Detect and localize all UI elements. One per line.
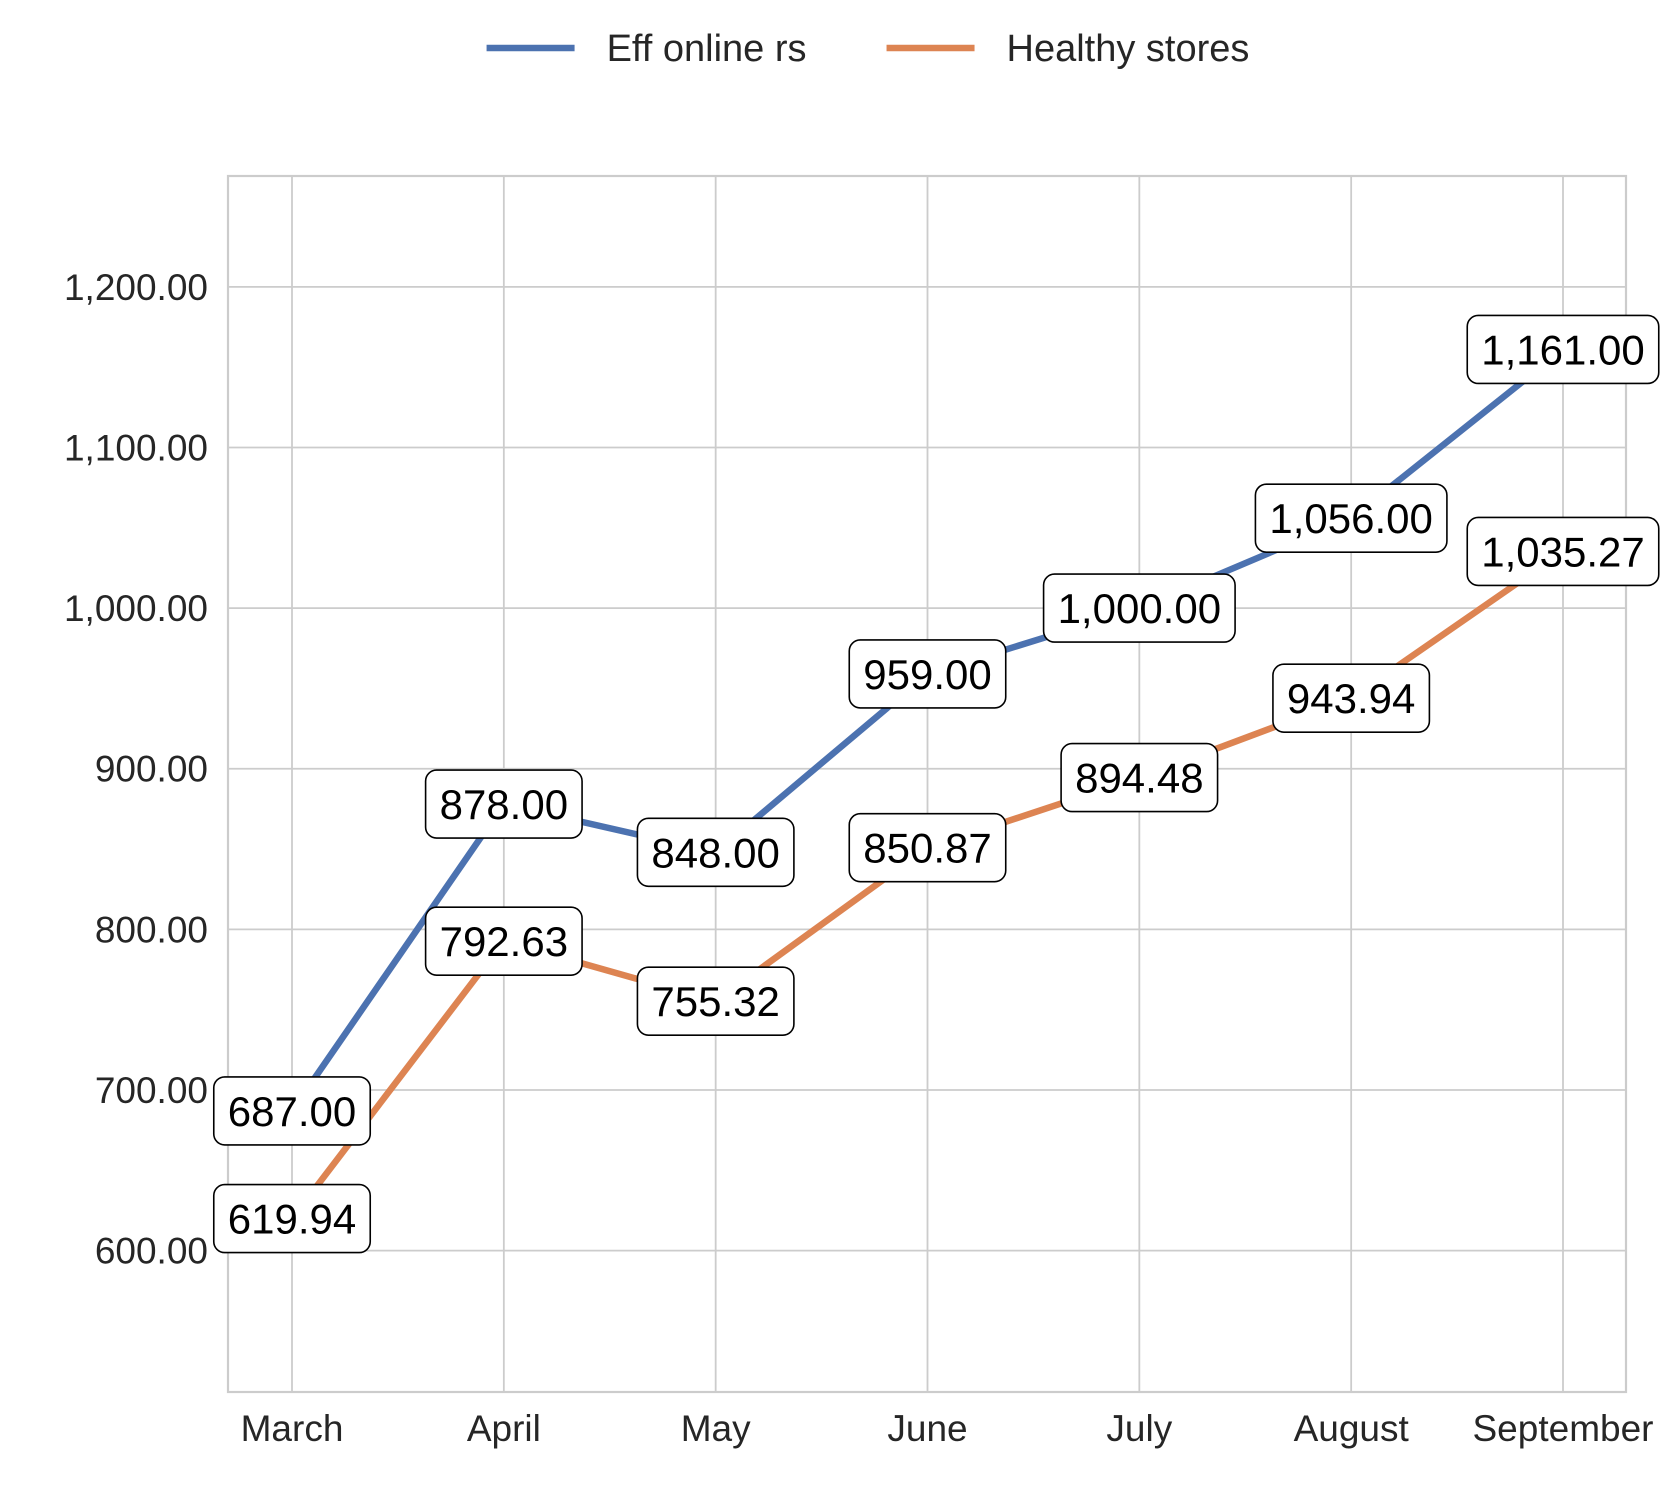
data-label-box: [1272, 663, 1431, 733]
x-tick-label: April: [467, 1408, 541, 1449]
data-label-healthy-stores: 850.87: [848, 812, 1007, 883]
data-label-text: 1,035.27: [1481, 528, 1645, 575]
x-tick-label: September: [1473, 1408, 1654, 1449]
data-label-eff-online-rs: 878.00: [424, 769, 583, 839]
data-label-eff-online-rs: 848.00: [636, 817, 795, 888]
data-label-box: [212, 1076, 372, 1146]
x-tick-label: July: [1106, 1408, 1172, 1449]
data-label-healthy-stores: 894.48: [1060, 742, 1219, 813]
data-label-text: 755.32: [651, 978, 779, 1025]
legend-label: Eff online rs: [607, 28, 807, 70]
data-label-eff-online-rs: 959.00: [848, 639, 1007, 709]
data-label-box: [424, 906, 583, 977]
data-label-healthy-stores: 1,035.27: [1466, 516, 1660, 587]
x-tick-label: June: [887, 1408, 967, 1449]
data-label-text: 848.00: [651, 829, 779, 876]
data-label-box: [1254, 483, 1448, 553]
data-label-box: [848, 639, 1007, 709]
data-label-box: [636, 966, 795, 1036]
y-tick-label: 1,100.00: [64, 427, 208, 468]
y-tick-label: 1,200.00: [64, 267, 208, 308]
data-label-text: 1,000.00: [1058, 585, 1222, 632]
legend-item-eff-online-rs: Eff online rs: [486, 28, 807, 70]
data-label-text: 792.63: [440, 918, 568, 965]
data-label-text: 943.94: [1287, 675, 1415, 722]
x-tick-label: May: [681, 1408, 751, 1449]
data-label-box: [848, 812, 1007, 883]
legend: Eff online rs Healthy stores: [486, 28, 1250, 70]
data-label-text: 850.87: [863, 825, 991, 872]
data-label-box: [212, 1183, 372, 1254]
y-tick-label: 1,000.00: [64, 588, 208, 629]
data-label-text: 687.00: [228, 1088, 356, 1135]
y-tick-label: 700.00: [95, 1070, 208, 1111]
y-tick-label: 800.00: [95, 909, 208, 950]
data-label-eff-online-rs: 687.00: [212, 1076, 372, 1146]
data-labels: 687.00 878.00 848.00 959.00 1,000.00 1,056.00…: [212, 314, 1660, 1254]
data-label-healthy-stores: 792.63: [424, 906, 583, 977]
x-tick-label: March: [241, 1408, 344, 1449]
data-label-text: 619.94: [228, 1196, 356, 1243]
data-label-box: [1060, 742, 1219, 813]
data-label-box: [1466, 516, 1660, 587]
axis-tick-labels: 600.00 700.00 800.00 900.00 1,000.00 1,100.00…: [64, 267, 1654, 1449]
data-label-box: [1466, 314, 1660, 385]
x-tick-label: August: [1294, 1408, 1410, 1449]
data-label-healthy-stores: 943.94: [1272, 663, 1431, 733]
data-label-text: 959.00: [863, 651, 991, 698]
data-label-text: 1,056.00: [1269, 495, 1433, 542]
data-label-healthy-stores: 755.32: [636, 966, 795, 1036]
data-label-box: [636, 817, 795, 888]
data-label-eff-online-rs: 1,161.00: [1466, 314, 1660, 385]
data-label-box: [1042, 573, 1236, 643]
legend-item-healthy-stores: Healthy stores: [886, 28, 1250, 70]
data-label-healthy-stores: 619.94: [212, 1183, 372, 1254]
data-label-eff-online-rs: 1,000.00: [1042, 573, 1236, 643]
y-tick-label: 900.00: [95, 749, 208, 790]
grid-lines: [228, 176, 1626, 1392]
data-label-text: 878.00: [440, 781, 568, 828]
data-label-eff-online-rs: 1,056.00: [1254, 483, 1448, 553]
data-label-text: 894.48: [1075, 755, 1203, 802]
legend-label: Healthy stores: [1007, 28, 1250, 70]
y-tick-label: 600.00: [95, 1231, 208, 1272]
plot-frame: [226, 174, 1628, 1394]
data-label-box: [424, 769, 583, 839]
data-label-text: 1,161.00: [1481, 326, 1645, 373]
